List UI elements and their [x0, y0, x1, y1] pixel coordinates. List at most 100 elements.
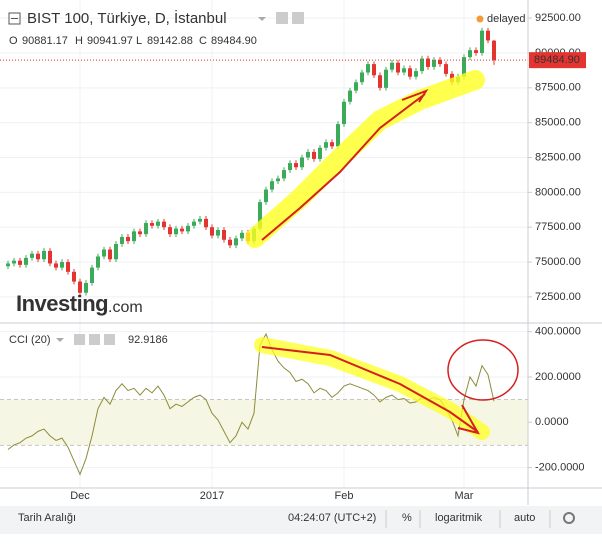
candle-body: [432, 59, 436, 67]
settings-icon[interactable]: [89, 334, 100, 345]
candle-body: [330, 142, 334, 147]
y-tick-label: 400.0000: [535, 326, 581, 338]
candle-body: [474, 50, 478, 53]
watermark: Investing: [16, 291, 108, 316]
toolbar-item[interactable]: Tarih Aralığı: [18, 512, 76, 524]
y-tick-label: 77500.00: [535, 221, 581, 233]
indicator-name: CCI (20): [9, 334, 51, 346]
candle-body: [384, 69, 388, 88]
last-price-tag: [529, 52, 586, 69]
hand-arrow: [261, 89, 429, 241]
candle-body: [144, 223, 148, 235]
candle-body: [264, 189, 268, 203]
y-tick-label: 72500.00: [535, 291, 581, 303]
hand-arrow: [261, 346, 481, 435]
y-tick-label: 92500.00: [535, 12, 581, 24]
legend-key: H: [75, 35, 83, 47]
y-tick-label: 0.0000: [535, 416, 569, 428]
candle-body: [30, 253, 34, 258]
candle-body: [6, 263, 10, 267]
candle-body: [294, 163, 298, 168]
candle-body: [54, 263, 58, 268]
candle-body: [204, 218, 208, 228]
status: delayed: [487, 13, 526, 25]
candle-body: [120, 236, 124, 244]
candle-body: [66, 262, 70, 272]
x-tick-label: 2017: [200, 490, 224, 502]
collapse-icon[interactable]: [8, 12, 21, 25]
toolbar-item[interactable]: auto: [514, 512, 535, 524]
y-tick-label: 80000.00: [535, 186, 581, 198]
toolbar-item: 04:24:07 (UTC+2): [288, 512, 376, 524]
candle-body: [18, 260, 22, 265]
candle-body: [240, 232, 244, 239]
candle-body: [318, 147, 322, 159]
last-price-label: 89484.90: [534, 54, 580, 66]
toolbar-item[interactable]: %: [402, 512, 412, 524]
candle-body: [174, 228, 178, 235]
candle-body: [408, 68, 412, 77]
candle-body: [324, 142, 328, 148]
candle-body: [84, 282, 88, 293]
dropdown-caret[interactable]: [56, 338, 64, 342]
candle-body: [72, 271, 76, 282]
candle-body: [270, 181, 274, 190]
x-tick-label: Dec: [70, 490, 90, 502]
candle-body: [36, 253, 40, 260]
candle-body: [378, 75, 382, 88]
legend-key: O: [9, 35, 18, 47]
candle-body: [426, 58, 430, 67]
candle-body: [312, 151, 316, 159]
candle-body: [444, 64, 448, 74]
settings-icon[interactable]: [292, 12, 304, 24]
candle-body: [156, 221, 160, 226]
candle-body: [168, 227, 172, 235]
candle-body: [78, 281, 82, 293]
candle-body: [306, 151, 310, 158]
candle-body: [366, 64, 370, 73]
candle-body: [162, 221, 166, 228]
candle-body: [282, 170, 286, 179]
candle-body: [90, 267, 94, 283]
toolbar: [0, 506, 602, 534]
close-icon[interactable]: [104, 334, 115, 345]
candle-body: [402, 68, 406, 73]
candle-body: [492, 40, 496, 61]
y-tick-label: 82500.00: [535, 151, 581, 163]
candle-body: [348, 90, 352, 102]
candle-body: [102, 249, 106, 257]
candle-body: [234, 238, 238, 246]
indicator-value: 92.9186: [128, 334, 168, 346]
candle-body: [438, 59, 442, 65]
candle-body: [288, 163, 292, 171]
x-tick-label: Feb: [335, 490, 354, 502]
x-tick-label: Mar: [455, 490, 474, 502]
candle-body: [336, 124, 340, 147]
toolbar-item[interactable]: logaritmik: [435, 512, 483, 524]
dropdown-caret[interactable]: [258, 17, 266, 21]
candle-body: [126, 236, 130, 242]
candle-body: [138, 231, 142, 235]
legend-value: 89484.90: [211, 35, 257, 47]
candle-body: [12, 260, 16, 264]
status-dot: [476, 15, 484, 23]
eye-icon[interactable]: [276, 12, 288, 24]
candle-body: [390, 62, 394, 70]
candle-body: [186, 225, 190, 232]
candle-body: [354, 82, 358, 91]
candle-body: [228, 239, 232, 246]
legend-value: 90941.97: [87, 35, 133, 47]
candle-body: [342, 101, 346, 125]
candle-body: [150, 223, 154, 226]
candle-body: [468, 50, 472, 58]
cci-line: [7, 332, 495, 476]
candle-body: [360, 72, 364, 83]
settings-icon[interactable]: [563, 512, 575, 524]
watermark: .com: [108, 299, 143, 316]
legend-key: C: [199, 35, 207, 47]
eye-icon[interactable]: [74, 334, 85, 345]
candle-body: [414, 71, 418, 77]
candle-body: [24, 257, 28, 265]
